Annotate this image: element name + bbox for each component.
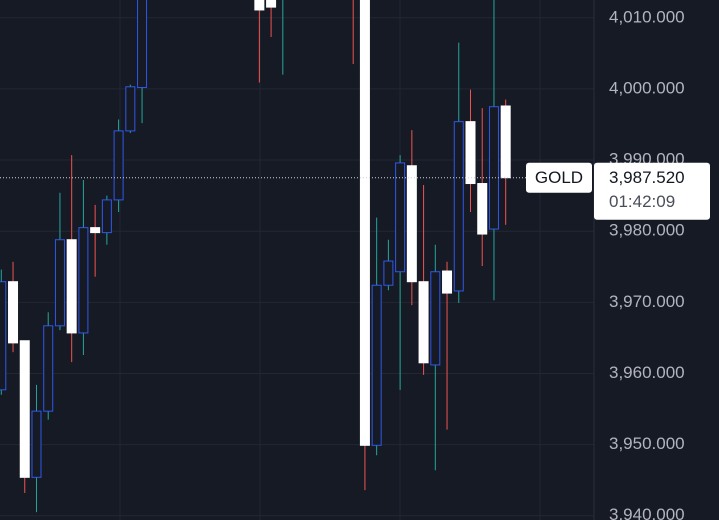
candle-body [418, 281, 429, 364]
y-tick-label: 3,950.000 [609, 434, 685, 453]
countdown-label: 01:42:09 [609, 192, 675, 211]
candle-body [500, 105, 511, 179]
price-axis [594, 0, 719, 520]
candle-body [488, 106, 499, 230]
candle-body [465, 121, 476, 185]
candle-body [371, 284, 382, 446]
candle-body [8, 281, 19, 344]
candle-body [477, 183, 488, 235]
y-tick-label: 3,940.000 [609, 505, 685, 520]
candle-body [43, 325, 54, 412]
candle-body [113, 130, 124, 201]
candle-body [383, 260, 394, 286]
candle-body [54, 239, 65, 327]
candle-body [78, 227, 89, 334]
candle-body [430, 271, 441, 366]
price-box [594, 162, 710, 220]
y-tick-label: 3,960.000 [609, 363, 685, 382]
candle-body [90, 227, 101, 234]
candle-body [453, 121, 464, 292]
candle-body [137, 0, 148, 88]
candle-body [359, 0, 370, 446]
candle-body [254, 0, 265, 11]
symbol-box [526, 162, 592, 193]
candle-body [0, 281, 7, 391]
candle-body [442, 270, 453, 294]
candle-body [406, 165, 417, 283]
candle-body [395, 162, 406, 273]
y-tick-label: 3,970.000 [609, 292, 685, 311]
y-tick-label: 3,980.000 [609, 221, 685, 240]
price-tag: GOLD 3,987.520 01:42:09 [526, 162, 710, 220]
last-price-label: 3,987.520 [609, 168, 685, 187]
candle-body [66, 239, 77, 334]
candle-body [266, 0, 277, 8]
candle-body [31, 410, 42, 478]
y-tick-label: 4,010.000 [609, 7, 685, 26]
candles [0, 0, 594, 513]
candle-body [101, 199, 112, 234]
symbol-label: GOLD [535, 168, 583, 187]
candle-body [125, 86, 136, 132]
candle-body [19, 340, 30, 478]
price-axis-labels: 3,940.000 3,950.000 3,960.000 3,970.000 3,98… [609, 7, 685, 520]
y-tick-label: 4,000.000 [609, 78, 685, 97]
